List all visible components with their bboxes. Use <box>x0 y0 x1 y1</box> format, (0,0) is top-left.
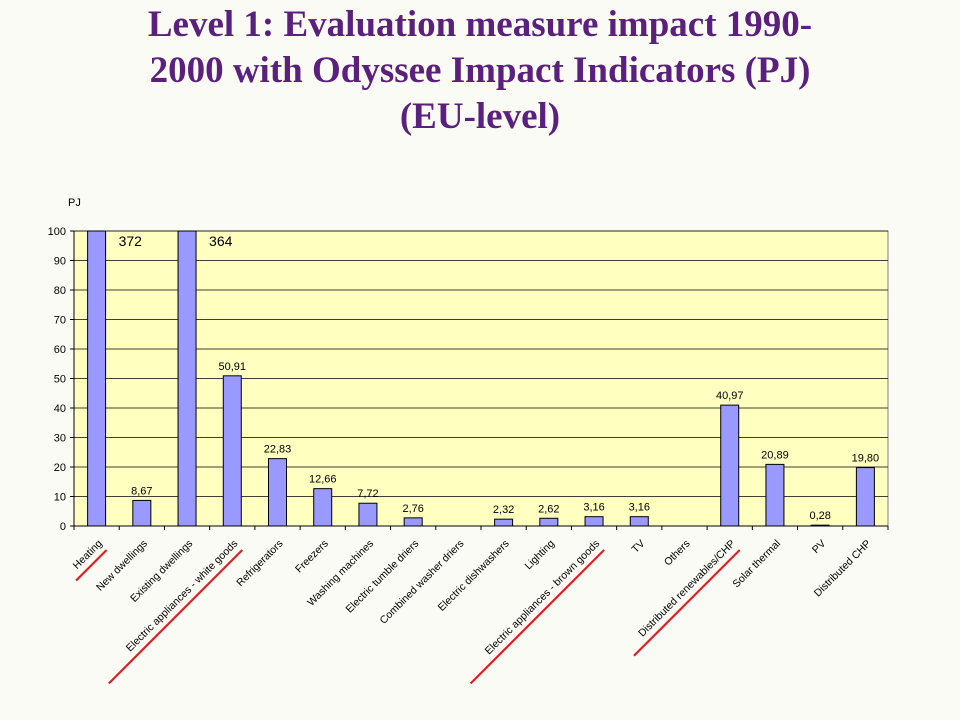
category-underline <box>633 549 741 657</box>
y-tick-label: 90 <box>54 256 66 268</box>
y-tick-label: 20 <box>54 462 66 474</box>
bar <box>855 467 875 527</box>
bar <box>403 517 423 527</box>
y-tick-label: 30 <box>54 433 66 445</box>
y-tick-label: 50 <box>54 374 66 386</box>
x-tick-label: Freezers <box>293 538 331 576</box>
x-tick-label: Lighting <box>522 538 557 573</box>
category-underline <box>469 549 605 685</box>
bar <box>765 463 785 527</box>
bar <box>313 488 333 527</box>
bar <box>358 502 378 527</box>
y-tick-label: 10 <box>54 492 66 504</box>
y-axis-label: PJ <box>68 197 81 209</box>
data-label: 0,28 <box>809 510 830 522</box>
data-label: 372 <box>119 233 143 249</box>
slide-title-line-1: Level 1: Evaluation measure impact 1990- <box>147 4 813 45</box>
data-label: 8,67 <box>131 485 152 497</box>
data-label: 364 <box>209 233 233 249</box>
x-tick-label: Heating <box>71 538 105 572</box>
data-label: 2,62 <box>538 503 559 515</box>
x-tick-label: Combined washer driers <box>378 538 467 627</box>
data-label: 20,89 <box>761 449 789 461</box>
data-label: 2,76 <box>402 503 423 515</box>
x-tick-label: PV <box>810 538 828 556</box>
y-tick-label: 80 <box>54 285 66 297</box>
x-tick-label: Solar thermal <box>730 538 783 591</box>
bar <box>810 524 830 527</box>
bar <box>87 230 107 527</box>
data-label: 3,16 <box>629 502 650 514</box>
data-label: 7,72 <box>357 488 378 500</box>
data-label: 12,66 <box>309 474 337 486</box>
data-label: 40,97 <box>716 390 744 402</box>
x-tick-label: Others <box>662 538 693 569</box>
y-tick-label: 70 <box>54 315 66 327</box>
data-label: 50,91 <box>219 361 247 373</box>
bar <box>222 375 242 527</box>
bar <box>539 517 559 527</box>
data-label: 19,80 <box>852 453 880 465</box>
slide-title-line-3: (EU-level) <box>399 96 561 137</box>
x-tick-label: Refrigerators <box>234 538 285 589</box>
data-label: 2,32 <box>493 504 514 516</box>
y-tick-label: 100 <box>48 226 66 238</box>
data-label: 22,83 <box>264 444 292 456</box>
x-tick-label: Distributed renewables/CHP <box>636 538 738 640</box>
y-tick-label: 40 <box>54 403 66 415</box>
bar <box>494 518 514 527</box>
slide-title: Level 1: Evaluation measure impact 1990-… <box>40 2 920 140</box>
y-tick-label: 0 <box>60 521 66 533</box>
bar <box>177 230 197 527</box>
bar <box>720 404 740 527</box>
bar <box>584 516 604 527</box>
category-underline <box>75 549 108 582</box>
bar <box>629 516 649 527</box>
bar <box>132 499 152 527</box>
bar <box>268 458 287 527</box>
y-tick-label: 60 <box>54 344 66 356</box>
slide-title-line-2: 2000 with Odyssee Impact Indicators (PJ) <box>149 50 811 91</box>
data-label: 3,16 <box>583 502 604 514</box>
category-underline <box>107 549 244 685</box>
x-tick-label: TV <box>629 538 647 556</box>
